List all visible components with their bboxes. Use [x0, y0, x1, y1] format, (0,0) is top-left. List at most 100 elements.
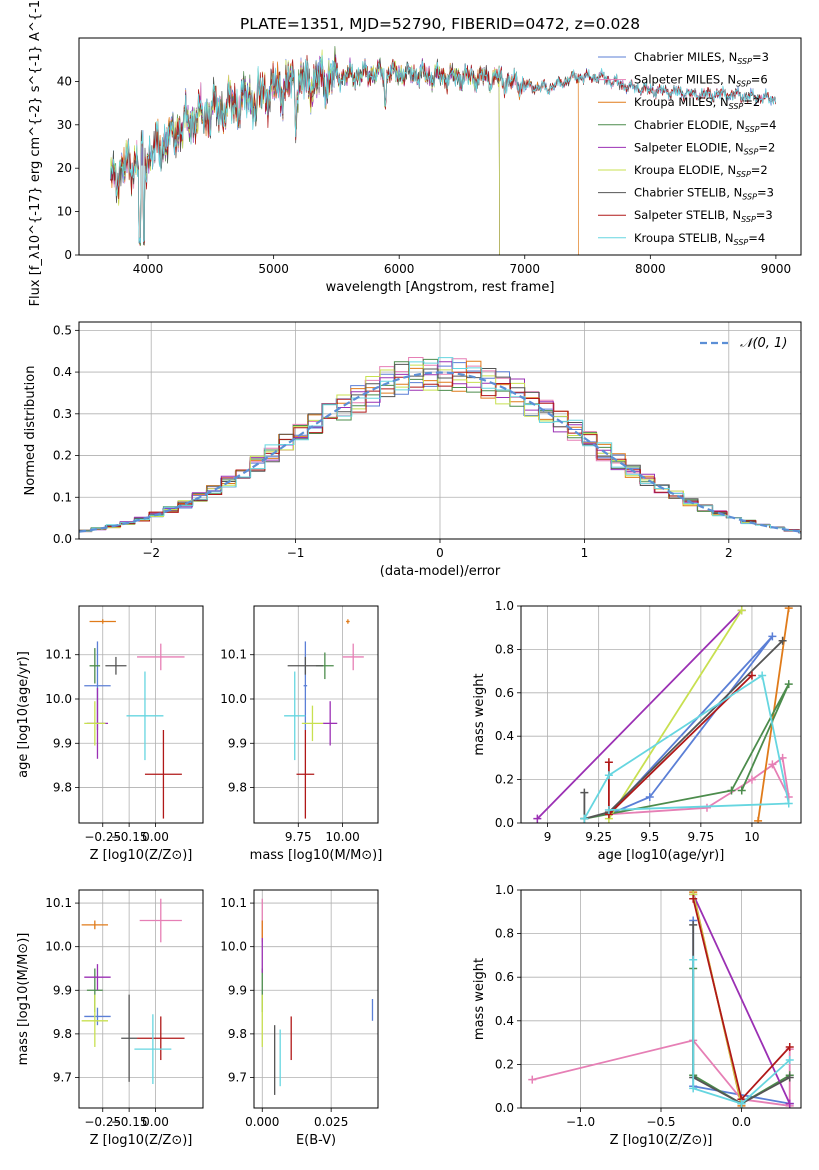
y-tick-label: 9.8 — [53, 1027, 72, 1041]
y-tick-label: 0.4 — [495, 729, 514, 743]
y-tick-label: 9.9 — [53, 983, 72, 997]
x-tick-label: −2 — [142, 546, 160, 560]
x-tick-label: 5000 — [258, 262, 289, 276]
y-tick-label: 0.1 — [53, 490, 72, 504]
y-tick-label: 9.8 — [53, 781, 72, 795]
legend-label: Salpeter STELIB, NSSP=3 — [634, 208, 773, 224]
weight-marker — [784, 799, 793, 808]
weight-marker — [784, 606, 793, 613]
y-tick-label: 20 — [57, 161, 72, 175]
age-vs-mass-panel: 9.75 10.00 9.8 9.9 10.0 10.1 mass [log10(M/M⊙)… — [220, 605, 383, 863]
errorbars — [284, 619, 364, 819]
mass-vs-Z-panel: −0.25−0.150.00 9.7 9.8 9.9 10.0 10.1 Z [log10(… — [16, 889, 204, 1148]
mass-vs-ebv-panel: 0.000 0.025 9.7 9.8 9.9 10.0 10.1 E(B-V) — [220, 889, 379, 1148]
weight-line-3 — [584, 683, 790, 820]
y-tick-label: 0.0 — [495, 816, 514, 830]
y-tick-label: 0.6 — [495, 970, 514, 984]
y-tick-label: 10.1 — [220, 896, 247, 910]
x-axis-label: wavelength [Angstrom, rest frame] — [326, 280, 555, 295]
weight-marker — [528, 1075, 537, 1084]
x-tick-label: 10 — [744, 830, 759, 844]
spectrum-panel: 4000 5000 6000 7000 8000 9000 0 10 20 30 40 wavelen… — [28, 0, 802, 306]
axes-frame — [78, 37, 802, 256]
errorbars — [84, 619, 185, 819]
axes-frame — [78, 321, 802, 540]
weight-line-4 — [692, 894, 791, 1104]
x-axis-label: E(B-V) — [296, 1133, 336, 1148]
x-tick-label: 0.00 — [142, 830, 169, 844]
x-axis-label: Z [log10(Z/Z⊙)] — [610, 1133, 713, 1148]
y-tick-label: 10.0 — [45, 940, 72, 954]
x-axis-label: (data-model)/error — [380, 564, 501, 579]
y-axis-label: Normed distribution — [23, 366, 38, 496]
weight-marker — [784, 680, 793, 689]
weight-marker — [580, 814, 589, 823]
weight-vs-age-panel: 9 9.25 9.5 9.75 10 0.0 0.2 0.4 0.6 0.8 1.0 age [log… — [472, 599, 802, 863]
y-axis-label: mass weight — [472, 673, 487, 755]
x-tick-label: 9.5 — [640, 830, 659, 844]
weight-line-2 — [757, 608, 790, 821]
y-tick-label: 9.9 — [228, 983, 247, 997]
weight-marker — [533, 814, 542, 823]
weight-marker — [758, 671, 767, 680]
x-tick-label: 9 — [544, 830, 552, 844]
x-tick-label: 0.025 — [314, 1115, 348, 1129]
axes-frame — [253, 889, 379, 1109]
axes-frame — [253, 605, 379, 824]
x-tick-label: 4000 — [133, 262, 164, 276]
y-tick-label: 0.5 — [53, 323, 72, 337]
y-tick-label: 9.7 — [228, 1070, 247, 1084]
weight-vs-Z-panel: −1.0 −0.5 0.0 0.0 0.2 0.4 0.6 0.8 1.0 Z [log10(Z/… — [472, 883, 802, 1148]
weight-lines — [533, 606, 793, 823]
weight-marker — [785, 1073, 794, 1082]
weight-marker — [702, 803, 711, 812]
legend-label: Chabrier MILES, NSSP=3 — [634, 50, 769, 66]
residuals-panel: −2 −1 0 1 2 0.0 0.1 0.2 0.3 0.4 0.5 (data-model)/er… — [23, 321, 802, 579]
y-tick-label: 0.2 — [495, 1057, 514, 1071]
weight-marker — [604, 805, 613, 814]
y-tick-label: 0.0 — [495, 1101, 514, 1115]
y-tick-label: 10.1 — [220, 648, 247, 662]
x-axis-label: Z [log10(Z/Z⊙)] — [90, 1133, 193, 1148]
y-tick-label: 0.8 — [495, 642, 514, 656]
histograms — [79, 357, 801, 534]
errorbars — [81, 898, 185, 1085]
weight-marker — [604, 758, 613, 767]
y-tick-label: 0.4 — [495, 1014, 514, 1028]
weight-marker — [768, 632, 777, 641]
y-tick-label: 0 — [64, 248, 72, 262]
y-tick-label: 0.2 — [495, 773, 514, 787]
x-tick-label: −1 — [287, 546, 305, 560]
legend-label: Chabrier STELIB, NSSP=3 — [634, 186, 774, 202]
spectrum-lines — [110, 45, 776, 255]
y-axis-label: Flux [f_λ10^{-17} erg cm^{-2} s^{-1} A^{… — [28, 0, 43, 306]
y-tick-label: 1.0 — [495, 883, 514, 897]
y-tick-label: 0.6 — [495, 686, 514, 700]
x-axis-label: age [log10(age/yr)] — [598, 848, 725, 863]
y-tick-label: 0.8 — [495, 927, 514, 941]
legend-label: Kroupa ELODIE, NSSP=2 — [634, 163, 768, 179]
x-tick-label: 10.00 — [325, 830, 359, 844]
legend-label: Salpeter ELODIE, NSSP=2 — [634, 140, 775, 156]
weight-line-0 — [608, 635, 774, 816]
weight-marker — [737, 1099, 746, 1108]
x-tick-label: 0.00 — [142, 1115, 169, 1129]
weight-marker — [737, 786, 746, 795]
x-tick-label: 9.75 — [687, 830, 714, 844]
errorbars — [261, 898, 374, 1095]
weight-line-6 — [583, 640, 784, 820]
x-tick-label: −0.25 — [84, 830, 121, 844]
weight-marker — [689, 955, 698, 964]
x-axis-label: mass [log10(M/M⊙)] — [250, 848, 383, 863]
x-tick-label: 9.75 — [285, 830, 312, 844]
x-tick-label: −1.0 — [566, 1115, 595, 1129]
weight-marker — [737, 606, 746, 615]
weight-line-4 — [536, 609, 743, 820]
figure-title: PLATE=1351, MJD=52790, FIBERID=0472, z=0… — [240, 15, 640, 33]
weight-marker — [747, 775, 756, 784]
y-tick-label: 9.8 — [228, 781, 247, 795]
y-tick-label: 9.9 — [53, 736, 72, 750]
x-tick-label: −0.25 — [84, 1115, 121, 1129]
weight-marker — [747, 671, 756, 680]
